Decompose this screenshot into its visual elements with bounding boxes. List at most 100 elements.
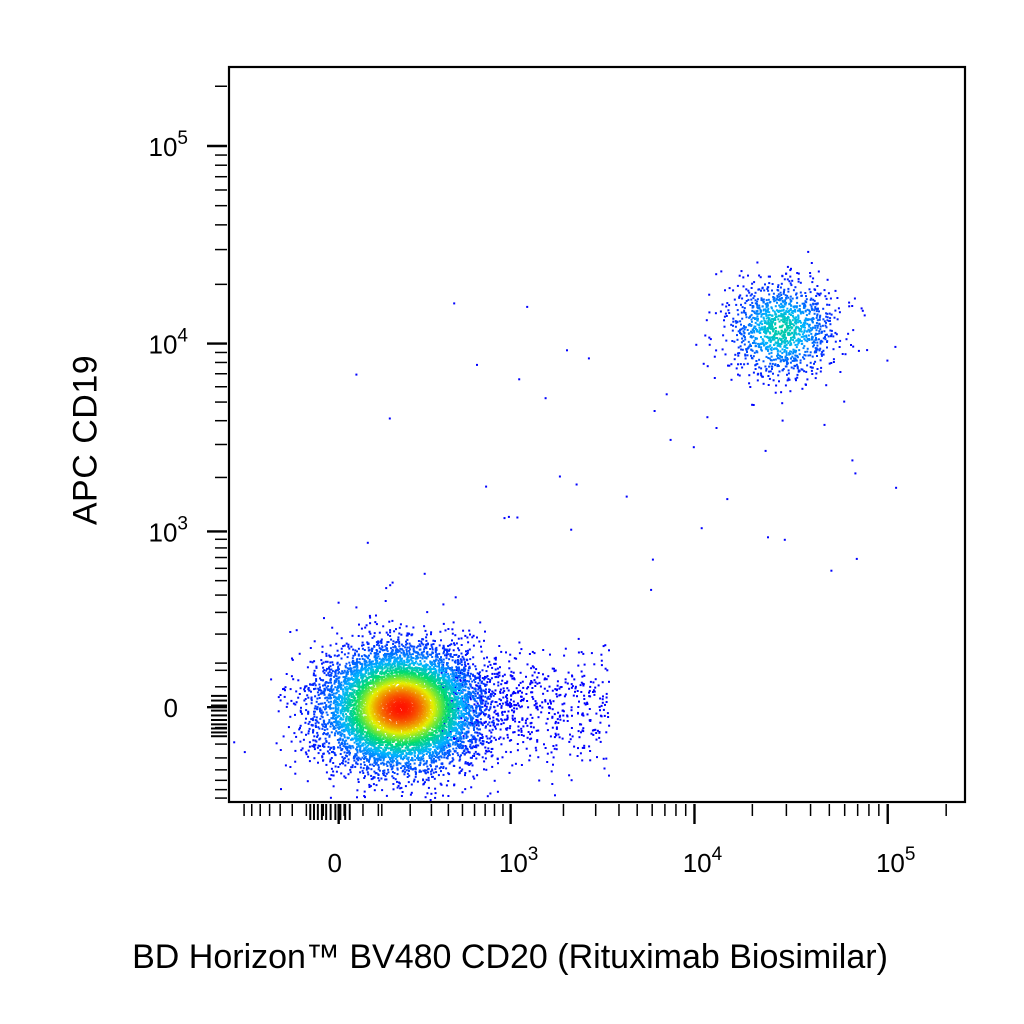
event-point xyxy=(471,764,474,767)
event-point xyxy=(821,324,824,327)
event-point xyxy=(436,741,439,744)
event-point xyxy=(366,541,369,544)
event-point xyxy=(484,746,487,749)
event-point xyxy=(429,744,432,747)
event-point xyxy=(398,660,401,663)
event-point xyxy=(440,756,443,759)
event-point xyxy=(457,667,460,670)
event-point xyxy=(375,784,378,787)
event-point xyxy=(360,670,363,673)
event-point xyxy=(785,365,788,368)
event-point xyxy=(449,732,452,735)
event-point xyxy=(485,735,488,738)
event-point xyxy=(384,748,387,751)
event-point xyxy=(270,678,273,681)
event-point xyxy=(440,672,443,674)
event-point xyxy=(863,314,866,317)
event-point xyxy=(516,702,519,705)
event-point xyxy=(327,672,330,675)
event-point xyxy=(434,796,437,799)
event-point xyxy=(336,726,339,729)
event-point xyxy=(367,744,369,747)
event-point xyxy=(765,368,768,370)
event-point xyxy=(361,769,364,772)
event-point xyxy=(369,616,372,619)
event-point xyxy=(830,333,833,336)
event-point xyxy=(325,733,328,736)
event-point xyxy=(440,770,442,773)
event-point xyxy=(396,767,399,770)
event-point xyxy=(429,799,432,801)
event-point xyxy=(472,745,475,748)
event-point xyxy=(462,676,465,679)
event-point xyxy=(317,687,320,690)
event-point xyxy=(343,723,346,726)
event-point xyxy=(329,694,332,696)
event-point xyxy=(360,672,363,675)
event-point xyxy=(857,349,860,352)
event-point xyxy=(498,674,501,677)
event-point xyxy=(391,775,394,778)
event-point xyxy=(375,653,378,656)
event-point xyxy=(760,372,762,375)
event-point xyxy=(453,642,455,645)
event-point xyxy=(328,721,331,724)
event-point xyxy=(395,660,398,663)
event-point xyxy=(723,325,726,328)
event-point xyxy=(390,647,392,650)
event-point xyxy=(395,653,398,656)
event-point xyxy=(405,751,408,754)
event-point xyxy=(608,680,610,683)
event-point xyxy=(473,675,476,678)
event-point xyxy=(434,669,437,672)
event-point xyxy=(374,657,377,660)
event-point xyxy=(456,702,459,705)
event-point xyxy=(783,288,786,291)
event-point xyxy=(360,669,363,671)
event-point xyxy=(405,640,407,643)
event-point xyxy=(396,780,398,783)
event-point xyxy=(413,754,416,757)
event-point xyxy=(432,673,435,676)
event-point xyxy=(455,669,458,672)
event-point xyxy=(826,346,828,349)
event-point xyxy=(471,686,474,689)
event-point xyxy=(470,692,473,695)
event-point xyxy=(511,677,514,680)
event-point xyxy=(412,647,415,650)
event-point xyxy=(861,309,864,312)
event-point xyxy=(367,673,370,676)
event-point xyxy=(463,668,466,671)
event-point xyxy=(553,747,556,750)
event-point xyxy=(446,667,449,670)
event-point xyxy=(361,756,364,759)
event-point xyxy=(369,652,372,655)
event-point xyxy=(446,739,449,742)
event-point xyxy=(436,674,439,677)
event-point xyxy=(449,680,452,683)
event-point xyxy=(337,720,340,723)
event-point xyxy=(440,738,443,741)
event-point xyxy=(420,745,423,748)
event-point xyxy=(374,656,377,659)
event-point xyxy=(415,656,418,658)
event-point xyxy=(443,740,446,743)
event-point xyxy=(321,727,324,730)
event-point xyxy=(500,723,503,726)
event-point xyxy=(758,274,761,277)
event-point xyxy=(824,336,826,338)
event-point xyxy=(338,663,341,666)
event-point xyxy=(500,718,503,721)
event-point xyxy=(531,650,534,653)
event-point xyxy=(423,646,426,649)
event-point xyxy=(732,324,734,327)
event-point xyxy=(818,316,821,319)
event-point xyxy=(459,728,462,731)
event-point xyxy=(325,686,328,689)
event-point xyxy=(706,416,709,419)
event-point xyxy=(455,696,458,699)
event-point xyxy=(815,295,818,297)
event-point xyxy=(379,758,382,761)
event-point xyxy=(481,669,484,672)
event-point xyxy=(820,366,823,369)
